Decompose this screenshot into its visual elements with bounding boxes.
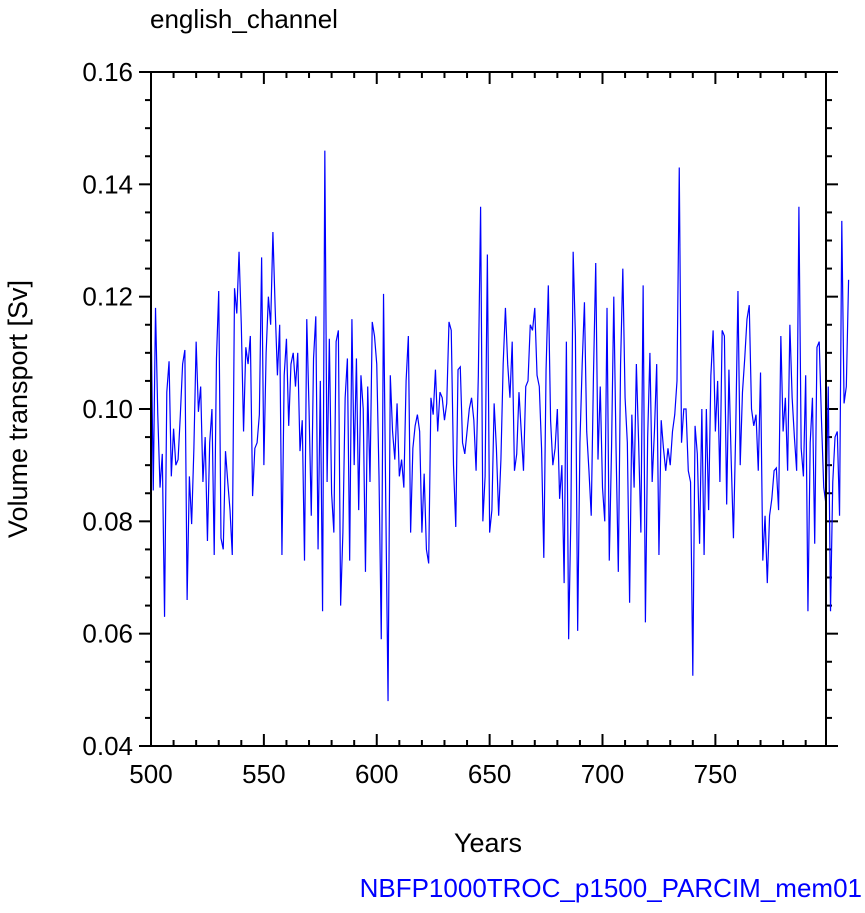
y-tick-label: 0.10: [82, 394, 133, 424]
y-tick-label: 0.04: [82, 731, 133, 761]
x-tick-label: 550: [242, 759, 285, 789]
y-tick-label: 0.14: [82, 169, 133, 199]
y-tick-label: 0.16: [82, 57, 133, 87]
chart-title: english_channel: [150, 4, 338, 34]
footer-label: NBFP1000TROC_p1500_PARCIM_mem01: [360, 873, 862, 903]
plot-area: [150, 150, 850, 702]
plot-frame: [150, 71, 827, 747]
tick-labels: 500 550 600 650 700 750 0.04 0.06 0.08 0.10 0.12 0.…: [82, 57, 737, 789]
series-line: [150, 150, 850, 702]
y-tick-label: 0.08: [82, 506, 133, 536]
x-tick-label: 700: [581, 759, 624, 789]
y-tick-label: 0.12: [82, 282, 133, 312]
y-tick-label: 0.06: [82, 619, 133, 649]
x-tick-label: 600: [355, 759, 398, 789]
y-axis-label: Volume transport [Sv]: [3, 280, 33, 538]
x-axis-label: Years: [454, 828, 522, 858]
x-tick-label: 650: [468, 759, 511, 789]
x-tick-label: 750: [694, 759, 737, 789]
x-tick-label: 500: [129, 759, 172, 789]
